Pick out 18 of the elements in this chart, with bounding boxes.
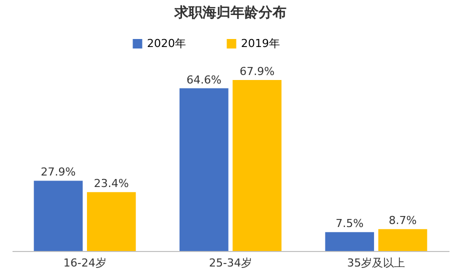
bar: [325, 232, 374, 251]
data-label: 23.4%: [94, 177, 129, 190]
data-label: 27.9%: [40, 166, 76, 179]
bar: [232, 80, 282, 251]
legend-label: 2019年: [241, 36, 280, 50]
data-label: 7.5%: [336, 217, 364, 230]
x-tick-label: 35岁及以上: [347, 256, 406, 270]
legend-label: 2020年: [147, 36, 186, 50]
x-tick-label: 16-24岁: [63, 256, 106, 270]
bar: [180, 88, 228, 251]
bar: [34, 180, 83, 251]
data-label: 8.7%: [388, 214, 417, 228]
chart-title: 求职海归年龄分布: [174, 5, 286, 21]
data-label: 67.9%: [240, 65, 275, 78]
x-tick-label: 25-34岁: [209, 256, 252, 270]
bar: [378, 229, 428, 251]
data-label: 64.6%: [186, 73, 222, 86]
bar: [86, 192, 136, 251]
